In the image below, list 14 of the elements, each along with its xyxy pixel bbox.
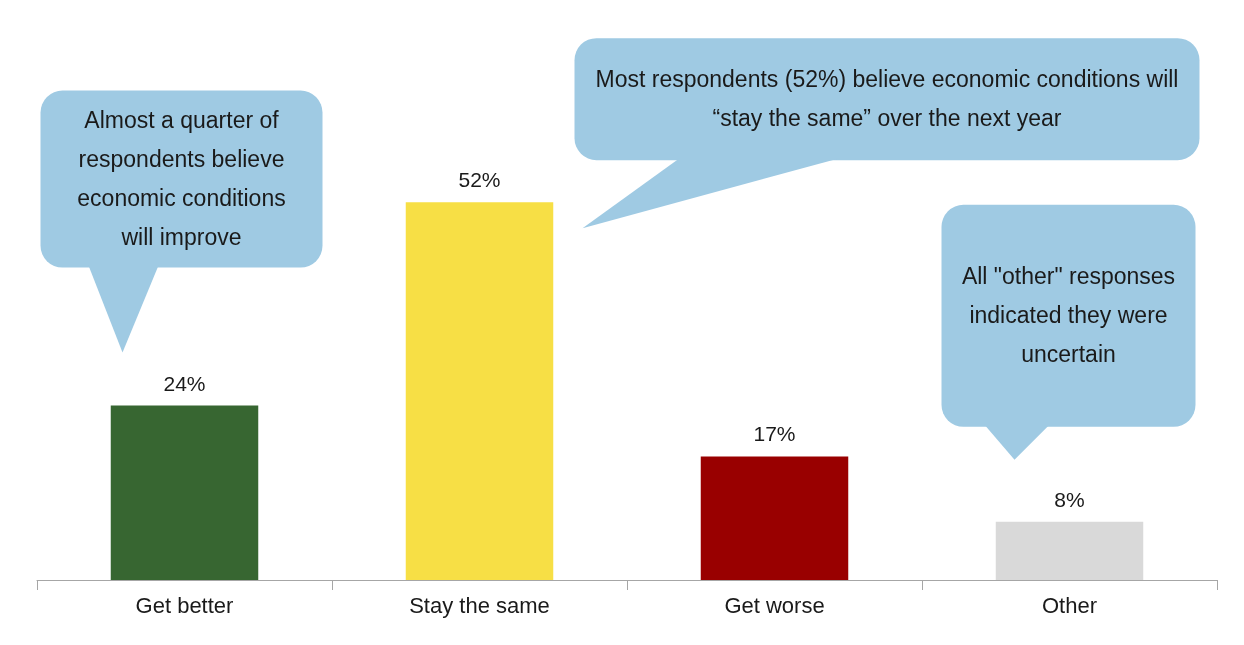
x-tick-label: Other [1041, 592, 1098, 618]
bar [995, 521, 1144, 580]
bar [110, 405, 259, 580]
bar [405, 202, 554, 580]
data-label: 17% [753, 422, 796, 446]
data-label: 8% [1054, 487, 1085, 511]
data-label: 52% [458, 168, 501, 192]
x-tick-label: Stay the same [409, 592, 550, 618]
bar [700, 456, 849, 580]
text: Most respondents (52%) believe economic conditions will “stay the same” over the next year [574, 38, 1200, 161]
x-tick-label: Get worse [724, 592, 825, 618]
x-tick-label: Get better [135, 592, 234, 618]
data-label: 24% [163, 371, 206, 395]
annotation: Almost a quarter of respondents believe economic conditions will improve [40, 90, 323, 268]
